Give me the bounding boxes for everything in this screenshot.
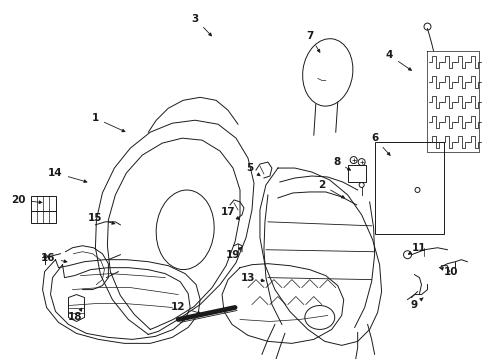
Text: 5: 5 xyxy=(246,163,260,176)
Text: 3: 3 xyxy=(191,14,211,36)
Text: 8: 8 xyxy=(332,157,350,170)
Text: 15: 15 xyxy=(88,213,115,224)
Bar xyxy=(374,142,444,234)
Text: 10: 10 xyxy=(439,267,458,276)
Text: 19: 19 xyxy=(225,247,241,260)
Text: 7: 7 xyxy=(305,31,319,52)
Text: 13: 13 xyxy=(240,273,264,283)
Text: 1: 1 xyxy=(92,113,125,132)
Text: 6: 6 xyxy=(370,133,389,155)
Bar xyxy=(347,165,365,182)
Text: 9: 9 xyxy=(410,298,422,310)
Text: 16: 16 xyxy=(41,253,67,263)
Text: 18: 18 xyxy=(68,308,82,323)
Text: 20: 20 xyxy=(11,195,42,205)
Bar xyxy=(31,196,56,211)
Text: 11: 11 xyxy=(407,243,426,254)
Text: 2: 2 xyxy=(318,180,344,198)
Bar xyxy=(31,211,56,223)
Text: 14: 14 xyxy=(48,168,87,183)
Text: 17: 17 xyxy=(220,207,239,219)
Text: 12: 12 xyxy=(171,302,200,314)
Text: 4: 4 xyxy=(385,50,410,70)
